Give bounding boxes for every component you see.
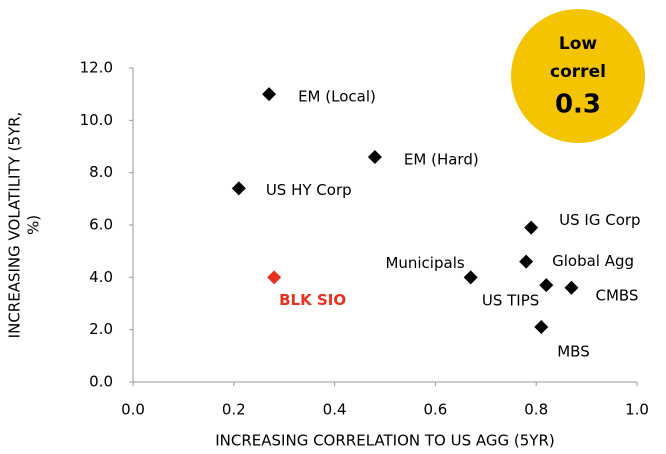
point-label: US HY Corp: [266, 181, 352, 199]
badge-text: Low: [559, 34, 598, 54]
point-label: EM (Local): [298, 88, 376, 106]
x-tick-label: 0.8: [524, 401, 548, 419]
point: [267, 270, 282, 285]
point: [231, 181, 246, 196]
y-tick-label: 10.0: [80, 111, 113, 129]
x-tick-label: 0.4: [323, 401, 347, 419]
point-label: Municipals: [385, 254, 464, 272]
point: [534, 320, 549, 335]
point: [367, 149, 382, 164]
point-label: US IG Corp: [559, 211, 640, 229]
badge-text: correl: [550, 62, 606, 82]
point-label: EM (Hard): [404, 150, 479, 168]
y-tick-label: 2.0: [89, 320, 113, 338]
y-tick-label: 0.0: [89, 373, 113, 391]
point: [539, 278, 554, 293]
point-label: US TIPS: [482, 292, 539, 310]
x-axis-title: INCREASING CORRELATION TO US AGG (5YR): [215, 432, 554, 450]
x-tick-label: 0.6: [423, 401, 447, 419]
point: [524, 220, 539, 235]
point-label: Global Agg: [552, 252, 634, 270]
x-tick-label: 0.2: [222, 401, 246, 419]
point: [519, 254, 534, 269]
badge-text: 0.3: [555, 90, 601, 120]
point: [463, 270, 478, 285]
x-tick-label: 0.0: [121, 401, 145, 419]
point: [262, 87, 277, 102]
y-tick-label: 4.0: [89, 268, 113, 286]
y-axis-title: INCREASING VOLATILITY (5YR,: [6, 112, 24, 339]
y-tick-label: 8.0: [89, 163, 113, 181]
y-tick-label: 12.0: [80, 59, 113, 77]
badge: [511, 9, 645, 143]
point-label: BLK SIO: [279, 291, 346, 309]
point: [564, 280, 579, 295]
y-axis-title: %): [25, 215, 43, 235]
y-tick-label: 6.0: [89, 216, 113, 234]
x-tick-label: 1.0: [625, 401, 649, 419]
point-label: MBS: [557, 343, 590, 361]
point-label: CMBS: [595, 286, 638, 304]
